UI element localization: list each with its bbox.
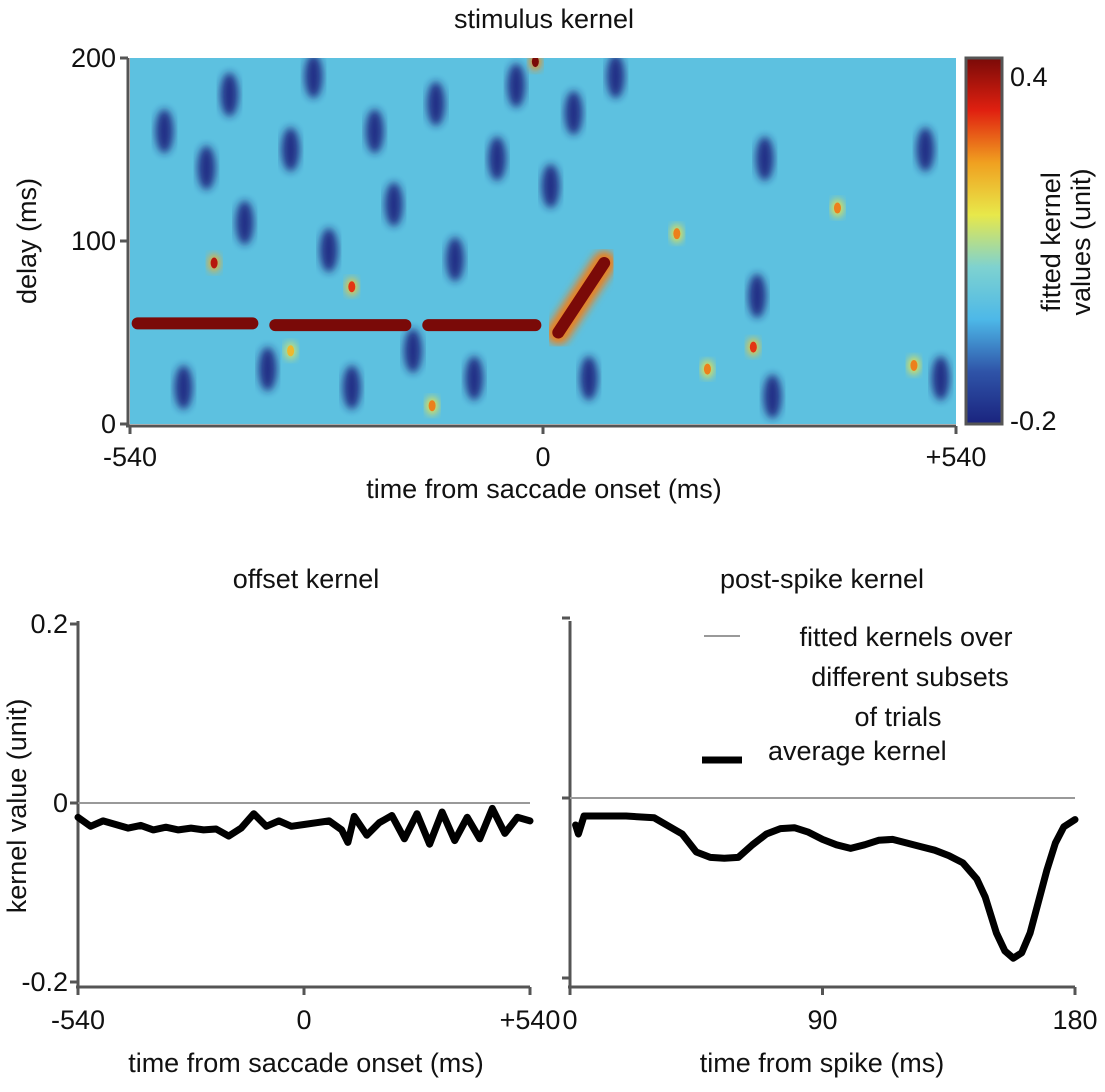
heatmap-blob (426, 81, 445, 126)
heatmap-hotspot (703, 363, 711, 375)
heatmap-blob (258, 347, 277, 392)
heatmap-blob (916, 127, 935, 172)
heatmap-hotspot (210, 257, 218, 269)
heatmap-hotspot (531, 58, 539, 68)
heatmap-blob (564, 90, 583, 135)
colorbar-tick-max: 0.4 (1010, 62, 1048, 92)
colorbar (964, 56, 1004, 426)
colorbar-tick-min: -0.2 (1010, 406, 1057, 436)
heatmap-x-tick-label: 0 (535, 442, 550, 472)
heatmap-hotspot (428, 400, 436, 412)
postspike-kernel-title: post-spike kernel (720, 564, 924, 594)
offset-ylabel: kernel value (unit) (2, 699, 32, 914)
heatmap-blob (342, 365, 361, 410)
legend-item-fitted-line3: of trials (854, 702, 941, 732)
heatmap-blob (281, 127, 300, 172)
heatmap-blob (541, 164, 560, 209)
postspike-x-tick-label: 0 (562, 1005, 577, 1035)
postspike-x-tick-label: 90 (807, 1005, 837, 1035)
heatmap-blob (319, 228, 338, 273)
heatmap-hotspot (287, 345, 295, 357)
colorbar-label-line2: values (unit) (1066, 168, 1096, 315)
heatmap-blob (606, 58, 625, 99)
heatmap-blob (155, 109, 174, 154)
heatmap-ylabel: delay (ms) (12, 178, 42, 304)
offset-kernel-panel: offset kernel -540 0 +540 -0.2 0 0.2 time fr… (2, 564, 560, 1078)
offset-y-tick-label: 0.2 (30, 609, 68, 639)
heatmap-blob (931, 356, 950, 401)
heatmap-blob (384, 182, 403, 227)
heatmap-marks (130, 58, 950, 419)
heatmap-background (130, 58, 956, 424)
offset-average-kernel-line (74, 804, 534, 848)
offset-x-tick-label: +540 (500, 1005, 561, 1035)
legend-item-fitted-line1: fitted kernels over (799, 622, 1012, 652)
offset-kernel-title: offset kernel (233, 564, 380, 594)
heatmap-blob (446, 237, 465, 282)
heatmap-blob (304, 58, 323, 99)
heatmap-blob (220, 72, 239, 117)
postspike-x-tick-label: 180 (1052, 1005, 1097, 1035)
heatmap-blob (235, 200, 254, 245)
postspike-average-kernel-line (572, 812, 1079, 962)
heatmap-blob (579, 356, 598, 401)
heatmap-x-ticks: -540 0 +540 (103, 426, 986, 472)
heatmap-blob (365, 109, 384, 154)
colorbar-label-line1: fitted kernel (1036, 172, 1066, 312)
offset-x-tick-label: -540 (51, 1005, 105, 1035)
heatmap-blob (748, 273, 767, 318)
heatmap-blob (755, 136, 774, 181)
legend-item-fitted-line2: different subsets (811, 662, 1009, 692)
postspike-y-ticks (562, 616, 570, 980)
offset-y-ticks: -0.2 0 0.2 (21, 609, 78, 997)
offset-y-tick-label: 0 (53, 788, 68, 818)
heatmap-blob (507, 63, 526, 108)
offset-x-tick-label: 0 (296, 1005, 311, 1035)
heatmap-hotspot (833, 202, 841, 214)
heatmap-blob (174, 365, 193, 410)
legend-item-average: average kernel (768, 736, 947, 766)
heatmap-y-tick-label: 200 (71, 43, 116, 73)
legend: fitted kernels over different subsets of… (702, 622, 1013, 766)
postspike-x-ticks: 0 90 180 (562, 987, 1098, 1035)
heatmap-y-ticks: 0 100 200 (71, 43, 128, 439)
heatmap-blob (465, 356, 484, 401)
heatmap-hotspot (348, 281, 356, 293)
postspike-kernel-panel: post-spike kernel 0 90 180 time from spike… (562, 564, 1098, 1078)
heatmap-hotspot (749, 341, 757, 353)
heatmap-y-tick-label: 100 (71, 226, 116, 256)
postspike-xlabel: time from spike (ms) (700, 1048, 945, 1078)
heatmap-y-tick-label: 0 (101, 409, 116, 439)
heatmap-x-tick-label: +540 (926, 442, 987, 472)
heatmap-blob (197, 145, 216, 190)
heatmap-hotspot (910, 359, 918, 371)
heatmap-hotspot (673, 228, 681, 240)
heatmap-blob (488, 136, 507, 181)
heatmap-x-tick-label: -540 (103, 442, 157, 472)
heatmap-blob (763, 374, 782, 419)
heatmap-band-segment (552, 256, 611, 339)
heatmap-blob (403, 328, 422, 373)
offset-y-tick-label: -0.2 (21, 967, 68, 997)
offset-xlabel: time from saccade onset (ms) (128, 1048, 484, 1078)
offset-x-ticks: -540 0 +540 (51, 987, 560, 1035)
heatmap-xlabel: time from saccade onset (ms) (366, 474, 722, 504)
stimulus-kernel-title: stimulus kernel (454, 4, 634, 34)
